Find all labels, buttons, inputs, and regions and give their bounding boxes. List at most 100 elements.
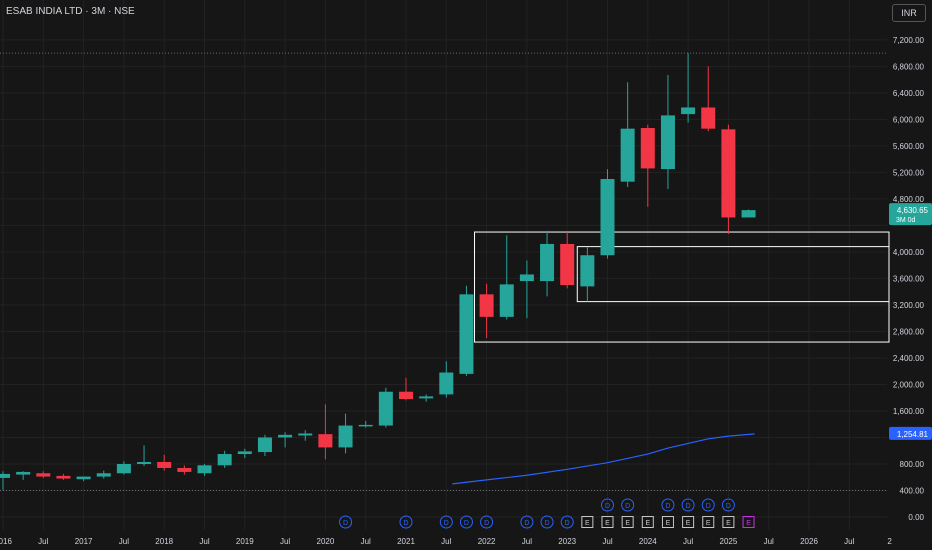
x-tick-label: Jul — [38, 537, 48, 546]
dividend-marker[interactable]: D — [459, 515, 473, 529]
dividend-marker-letter: D — [444, 520, 449, 527]
dividend-marker-letter: D — [545, 520, 550, 527]
earnings-marker-letter: E — [645, 520, 650, 527]
candle — [741, 209, 756, 218]
dividend-marker[interactable]: D — [520, 515, 534, 529]
candle-body — [378, 391, 393, 426]
candle-body — [257, 437, 272, 453]
candle — [620, 82, 635, 187]
candle — [217, 450, 232, 468]
candle — [701, 66, 716, 132]
candle — [479, 283, 494, 339]
dividend-marker[interactable]: D — [601, 498, 614, 512]
earnings-marker[interactable]: E — [742, 516, 755, 528]
candle — [96, 470, 111, 479]
candles — [0, 53, 756, 490]
dividend-marker[interactable]: D — [540, 515, 554, 529]
earnings-marker[interactable]: E — [621, 516, 634, 528]
earnings-marker[interactable]: E — [682, 516, 695, 528]
candle-body — [560, 243, 575, 286]
last-price-label-countdown: 3M 0d — [896, 217, 916, 224]
earnings-marker[interactable]: E — [581, 516, 594, 528]
x-tick-label: Jul — [119, 537, 129, 546]
dividend-marker-letter: D — [464, 520, 469, 527]
dividend-marker[interactable]: D — [681, 498, 695, 512]
dividend-marker-letter: D — [524, 520, 529, 527]
range-box — [474, 231, 890, 343]
earnings-marker[interactable]: E — [661, 516, 674, 528]
event-markers[interactable]: D D D D D D D D E D E D E E D E D E D E D E E — [339, 498, 755, 529]
range-box — [576, 246, 890, 303]
candle — [580, 247, 595, 302]
candle-body — [540, 243, 555, 282]
x-tick-label: 2016 — [0, 537, 12, 546]
y-tick-label: 3,200.00 — [893, 301, 925, 310]
x-tick-label: Jul — [602, 537, 612, 546]
earnings-marker-box — [702, 516, 715, 528]
grid — [0, 0, 887, 530]
dividend-marker[interactable]: D — [721, 498, 735, 512]
candle-body — [217, 454, 232, 466]
dividend-marker[interactable]: D — [701, 498, 715, 512]
x-tick-label: 2017 — [75, 537, 93, 546]
candle-body — [237, 451, 252, 455]
candle — [257, 434, 272, 457]
dividend-marker-circle — [339, 515, 353, 529]
x-tick-label: Jul — [522, 537, 532, 546]
dividend-marker-letter: D — [665, 503, 670, 510]
dividend-marker-letter: D — [706, 503, 711, 510]
currency-button[interactable]: INR — [892, 4, 926, 22]
candle-body — [36, 473, 51, 477]
dividend-marker[interactable]: D — [339, 515, 353, 529]
dividend-marker-letter: D — [484, 520, 489, 527]
candle — [177, 465, 192, 475]
earnings-marker-letter: E — [666, 520, 671, 527]
dividend-marker[interactable]: D — [621, 498, 635, 512]
candle-body — [298, 433, 313, 436]
candle-body — [681, 107, 696, 115]
candle-body — [177, 467, 192, 472]
earnings-marker[interactable]: E — [641, 516, 654, 528]
earnings-marker[interactable]: E — [601, 516, 614, 528]
earnings-marker-box — [621, 516, 634, 528]
candle — [640, 124, 655, 207]
x-tick-label: 2018 — [155, 537, 173, 546]
candle — [56, 473, 71, 480]
dividend-marker[interactable]: D — [399, 515, 413, 529]
x-tick-label: 2025 — [720, 537, 738, 546]
candle-body — [96, 473, 111, 477]
chart-title: ESAB INDIA LTD · 3M · NSE — [6, 6, 135, 17]
candle-body — [197, 465, 212, 474]
y-tick-label: 6,000.00 — [893, 115, 925, 124]
last-price-label: 4,630.65 3M 0d — [889, 203, 932, 226]
price-axis[interactable]: 0.00 400.00 800.00 1,600.00 2,000.00 2,400.00… — [893, 36, 925, 522]
dividend-marker[interactable]: D — [439, 515, 453, 529]
candle — [116, 461, 131, 475]
candle — [399, 377, 413, 401]
moving-average-line — [452, 433, 755, 485]
x-tick-label: Jul — [844, 537, 854, 546]
level-lines — [0, 52, 887, 491]
earnings-marker[interactable]: E — [702, 516, 715, 528]
x-tick-label: 2 — [887, 537, 892, 546]
y-tick-label: 0.00 — [908, 513, 924, 522]
candle — [76, 476, 91, 482]
candle — [378, 387, 393, 428]
dividend-marker-circle — [601, 498, 614, 512]
dividend-marker[interactable]: D — [480, 515, 494, 529]
x-tick-label: Jul — [683, 537, 693, 546]
earnings-marker[interactable]: E — [722, 516, 735, 528]
y-tick-label: 800.00 — [900, 460, 925, 469]
candle — [439, 361, 454, 398]
dividend-marker[interactable]: D — [560, 515, 574, 529]
x-tick-label: 2022 — [478, 537, 496, 546]
ma-value-label-value: 1,254.81 — [897, 430, 929, 439]
dividend-marker[interactable]: D — [661, 498, 675, 512]
dividend-marker-letter: D — [343, 520, 348, 527]
candle-body — [580, 255, 595, 287]
candle — [560, 232, 575, 289]
candle-body — [459, 294, 474, 374]
earnings-marker-letter: E — [706, 520, 711, 527]
time-axis[interactable]: 2016 Jul 2017 Jul 2018 Jul 2019 Jul 2020 Jul 2021 J… — [0, 537, 892, 546]
